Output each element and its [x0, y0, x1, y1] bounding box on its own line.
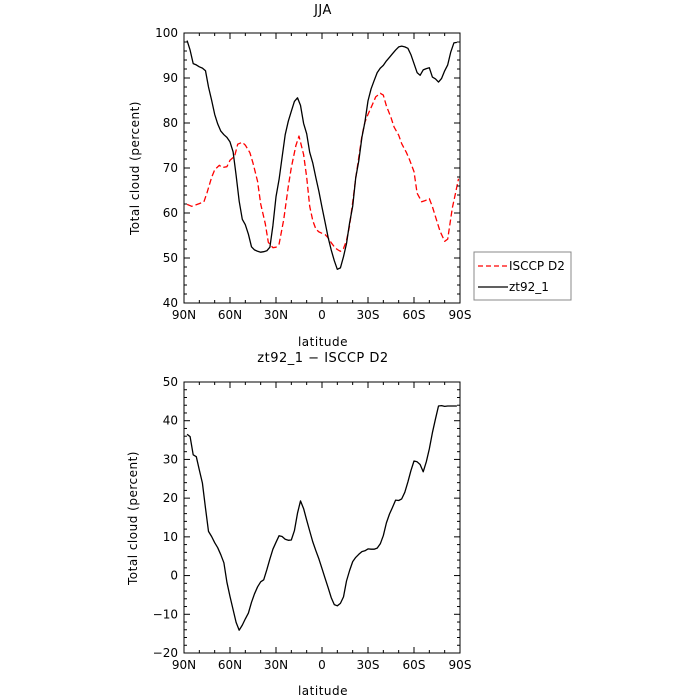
top-x-tick-label: 60S [403, 308, 426, 322]
top-chart-xlabel: latitude [298, 335, 348, 349]
top-x-tick-label: 0 [318, 308, 326, 322]
legend-box [473, 251, 572, 301]
legend-label-zt92: zt92_1 [509, 280, 549, 294]
bottom-x-tick-label: 90S [449, 658, 472, 672]
top-y-tick-label: 50 [163, 251, 178, 265]
top-y-tick-label: 100 [155, 26, 178, 40]
bottom-y-tick-label: −10 [153, 607, 178, 621]
bottom-plot-area: 90N 60N 30N 0 30S 60S 90S −20 −10 0 10 20 30 40 50 [153, 375, 472, 672]
bottom-x-tick-label: 30N [264, 658, 288, 672]
bottom-chart: zt92_1 − ISCCP D2 90N 60N 30N 0 30S 60S 90S −20… [126, 351, 471, 698]
bottom-x-tick-label: 90N [172, 658, 196, 672]
bottom-y-tick-label: 30 [163, 452, 178, 466]
bottom-series-difference-line [186, 404, 457, 631]
top-x-tick-label: 30N [264, 308, 288, 322]
top-series-zt92-1-line [186, 40, 458, 270]
bottom-chart-title: zt92_1 − ISCCP D2 [257, 351, 388, 366]
top-plot-area: 90N 60N 30N 0 30S 60S 90S 40 50 60 70 80 90 100 [155, 26, 471, 322]
bottom-x-tick-label: 30S [357, 658, 380, 672]
bottom-y-tick-label: 0 [170, 569, 178, 583]
top-x-tick-label: 60N [218, 308, 242, 322]
top-chart: JJA 90N 60N 30N 0 30S 60S 90S 40 50 60 70 80 90 100 l… [128, 3, 572, 349]
bottom-x-tick-label: 60S [403, 658, 426, 672]
bottom-y-tick-label: −20 [153, 646, 178, 660]
top-chart-ylabel: Total cloud (percent) [128, 101, 142, 236]
top-y-tick-label: 80 [163, 116, 178, 130]
bottom-x-tick-label: 0 [318, 658, 326, 672]
top-chart-title: JJA [313, 3, 332, 18]
bottom-y-tick-label: 20 [163, 491, 178, 505]
bottom-chart-xlabel: latitude [298, 684, 348, 698]
top-x-tick-label: 90S [449, 308, 472, 322]
bottom-y-tick-label: 10 [163, 530, 178, 544]
top-y-tick-label: 70 [163, 161, 178, 175]
bottom-chart-ylabel: Total cloud (percent) [126, 451, 140, 586]
top-x-tick-label: 30S [357, 308, 380, 322]
top-y-tick-label: 40 [163, 296, 178, 310]
top-y-tick-label: 60 [163, 206, 178, 220]
legend-label-isccp: ISCCP D2 [509, 259, 565, 273]
top-x-tick-label: 90N [172, 308, 196, 322]
bottom-y-tick-label: 50 [163, 375, 178, 389]
bottom-y-tick-label: 40 [163, 414, 178, 428]
bottom-x-tick-label: 60N [218, 658, 242, 672]
top-y-tick-label: 90 [163, 71, 178, 85]
top-chart-legend: ISCCP D2 zt92_1 [473, 251, 572, 301]
